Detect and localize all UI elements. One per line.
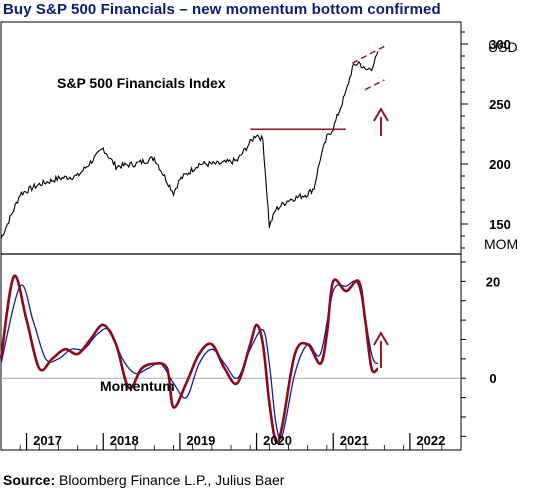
price-tick-label: 300 <box>489 37 511 52</box>
price-tick-label: 200 <box>489 157 511 172</box>
source-text: Bloomberg Finance L.P., Julius Baer <box>59 472 285 488</box>
momentum-tick-label: 20 <box>486 274 500 289</box>
year-tick-label: 2018 <box>110 433 139 448</box>
price-series-line <box>0 50 379 239</box>
momentum-series-label: Momentum <box>100 378 175 394</box>
price-up-arrow-head <box>373 107 389 122</box>
price-ylabel: USD <box>488 39 518 55</box>
price-layer <box>0 50 379 239</box>
year-tick-label: 2019 <box>186 433 215 448</box>
price-series-label: S&P 500 Financials Index <box>57 75 226 91</box>
axis-layer: 150 200 250 300 0 20 2017 2018 2019 2020 2021 2022 <box>0 31 511 450</box>
momentum-tick-label: 0 <box>489 371 496 386</box>
momentum-layer <box>0 274 379 444</box>
trend-channel-upper-line <box>352 45 385 64</box>
annotation-layer <box>250 45 389 368</box>
momentum-series-line <box>0 274 379 444</box>
year-tick-label: 2017 <box>33 433 62 448</box>
source-label: Source: <box>3 472 56 488</box>
signal-series-line <box>0 280 379 440</box>
momentum-up-arrow-head <box>373 331 389 346</box>
trend-channel-lower-line <box>364 79 385 91</box>
momentum-ylabel: MOM <box>484 236 518 252</box>
price-tick-label: 150 <box>489 217 511 232</box>
source-note: Source: Bloomberg Finance L.P., Julius B… <box>3 472 284 488</box>
price-tick-label: 250 <box>489 97 511 112</box>
year-tick-label: 2020 <box>263 433 292 448</box>
year-tick-label: 2021 <box>340 433 369 448</box>
chart-title: Buy S&P 500 Financials – new momentum bo… <box>3 1 441 18</box>
year-tick-label: 2022 <box>416 433 445 448</box>
